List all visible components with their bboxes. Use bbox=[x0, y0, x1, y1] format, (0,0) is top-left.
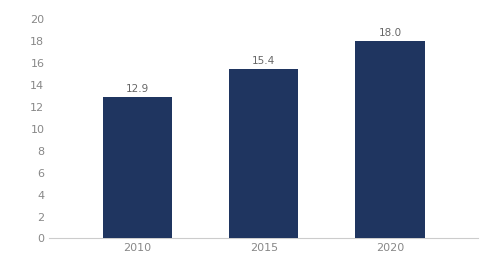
Text: 12.9: 12.9 bbox=[126, 83, 149, 93]
Text: 18.0: 18.0 bbox=[378, 28, 401, 38]
Text: 15.4: 15.4 bbox=[252, 56, 276, 66]
Bar bbox=[355, 41, 424, 238]
Bar bbox=[103, 97, 172, 238]
Bar bbox=[229, 69, 298, 238]
